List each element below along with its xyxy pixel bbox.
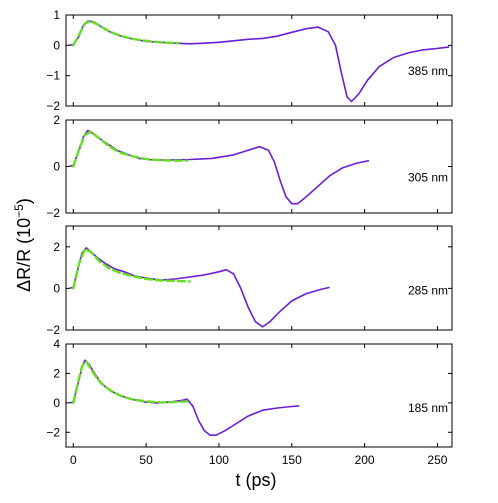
y-tick-label: −2 [46,206,60,220]
x-tick-label: 100 [209,453,229,467]
y-axis-title: ΔR/R (10−5) [12,198,34,292]
y-tick-label: 0 [53,160,60,174]
panel-wavelength-label: 185 nm [408,401,448,415]
plot-frame [65,119,453,214]
panel-3: −2 0 2 285 nm [46,225,453,337]
y-tick-label: 2 [53,113,60,127]
data-series-line [68,20,450,103]
y-tick-label: 2 [53,366,60,380]
x-tick-label: 50 [139,453,153,467]
x-tick-label: 250 [427,453,447,467]
fit-series-line [72,247,192,290]
x-axis-title: t (ps) [235,470,276,490]
y-axis-title-exponent: −5 [12,204,26,218]
y-tick-label: −2 [46,323,60,337]
y-tick-label: −2 [46,99,60,113]
panel-1: −2 −1 0 1 385 nm [46,8,453,113]
y-tick-label: 0 [53,396,60,410]
panel-wavelength-label: 285 nm [408,284,448,298]
y-tick-label: 4 [53,337,60,351]
y-tick-label: 2 [53,240,60,254]
plot-frame [65,14,453,107]
y-tick-label: −1 [46,69,60,83]
y-tick-label: 0 [53,281,60,295]
plot-frame [65,225,453,331]
y-tick-label: 0 [53,38,60,52]
fit-series-line [72,19,180,47]
fit-series-line [72,130,189,168]
y-tick-label: −2 [46,425,60,439]
data-series-line [68,359,300,437]
panel-wavelength-label: 385 nm [408,64,448,78]
panel-4: −2 0 2 4 185 nm 0 50 100 150 200 250 [46,337,453,467]
data-series-line [68,129,370,205]
panel-2: −2 0 2 305 nm [46,113,453,220]
x-tick-label: 200 [355,453,375,467]
x-tick-label: 0 [70,453,77,467]
y-tick-label: 1 [53,8,60,22]
data-series-line [68,247,330,328]
panel-wavelength-label: 305 nm [408,170,448,184]
y-axis-title-close: ) [14,198,34,204]
fit-series-line [72,359,189,405]
x-tick-label: 150 [282,453,302,467]
y-axis-title-main: ΔR/R (10 [14,218,34,292]
plot-frame [65,343,453,448]
